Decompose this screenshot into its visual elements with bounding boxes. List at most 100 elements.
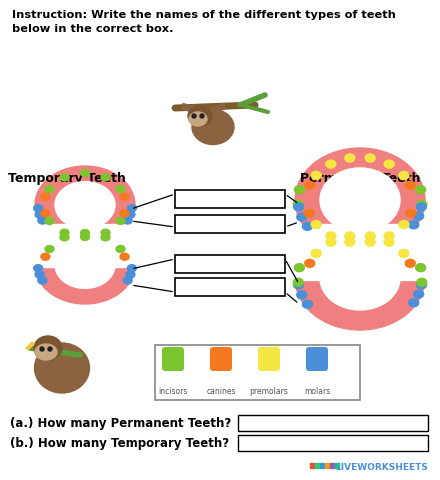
- Ellipse shape: [416, 203, 426, 211]
- Ellipse shape: [311, 171, 321, 180]
- FancyBboxPatch shape: [155, 345, 360, 400]
- Ellipse shape: [35, 271, 44, 278]
- Ellipse shape: [101, 174, 110, 181]
- Ellipse shape: [123, 217, 132, 224]
- Ellipse shape: [302, 222, 312, 230]
- Ellipse shape: [365, 232, 375, 240]
- Bar: [335, 463, 339, 468]
- Ellipse shape: [416, 281, 426, 289]
- Text: Instruction: Write the names of the different types of teeth
below in the correc: Instruction: Write the names of the diff…: [12, 10, 396, 34]
- Ellipse shape: [345, 154, 355, 162]
- Ellipse shape: [81, 169, 89, 177]
- FancyBboxPatch shape: [238, 415, 428, 431]
- FancyBboxPatch shape: [238, 435, 428, 451]
- Ellipse shape: [345, 232, 355, 240]
- Ellipse shape: [406, 209, 416, 217]
- Ellipse shape: [293, 281, 304, 289]
- Ellipse shape: [34, 336, 62, 360]
- Ellipse shape: [305, 181, 315, 190]
- Ellipse shape: [35, 344, 57, 360]
- Ellipse shape: [302, 300, 312, 308]
- Ellipse shape: [409, 299, 419, 307]
- Ellipse shape: [116, 245, 125, 252]
- FancyBboxPatch shape: [162, 347, 184, 371]
- Ellipse shape: [416, 186, 425, 194]
- Ellipse shape: [399, 171, 409, 180]
- Ellipse shape: [297, 213, 307, 221]
- Ellipse shape: [120, 193, 129, 200]
- Ellipse shape: [200, 114, 204, 118]
- Text: (b.) How many Temporary Teeth?: (b.) How many Temporary Teeth?: [10, 436, 229, 449]
- Ellipse shape: [38, 217, 47, 224]
- Ellipse shape: [116, 217, 125, 225]
- Ellipse shape: [35, 211, 44, 218]
- Ellipse shape: [311, 250, 321, 257]
- Ellipse shape: [384, 232, 394, 240]
- Text: (a.) How many Permanent Teeth?: (a.) How many Permanent Teeth?: [10, 417, 231, 430]
- Ellipse shape: [405, 181, 415, 190]
- Ellipse shape: [101, 234, 110, 241]
- Text: Temporary Teeth: Temporary Teeth: [8, 172, 126, 185]
- Ellipse shape: [405, 259, 415, 267]
- Text: LIVEWORKSHEETS: LIVEWORKSHEETS: [335, 463, 428, 471]
- FancyBboxPatch shape: [175, 278, 285, 296]
- Text: canines: canines: [206, 387, 236, 396]
- Ellipse shape: [81, 229, 89, 237]
- Ellipse shape: [311, 220, 321, 228]
- Ellipse shape: [127, 204, 136, 212]
- Ellipse shape: [101, 229, 110, 236]
- Ellipse shape: [320, 168, 400, 232]
- Ellipse shape: [48, 347, 52, 351]
- Ellipse shape: [293, 200, 303, 208]
- Text: molars: molars: [304, 387, 330, 396]
- Ellipse shape: [384, 238, 394, 246]
- Ellipse shape: [127, 264, 136, 272]
- FancyBboxPatch shape: [306, 347, 328, 371]
- Ellipse shape: [192, 114, 196, 118]
- Ellipse shape: [295, 226, 425, 330]
- Ellipse shape: [416, 264, 425, 272]
- Bar: [330, 463, 334, 468]
- Ellipse shape: [293, 278, 303, 287]
- Ellipse shape: [295, 148, 425, 252]
- FancyBboxPatch shape: [258, 347, 280, 371]
- Ellipse shape: [60, 234, 69, 241]
- Ellipse shape: [293, 203, 304, 211]
- Text: Permanent Teeth: Permanent Teeth: [300, 172, 421, 185]
- Ellipse shape: [55, 181, 115, 228]
- Ellipse shape: [326, 238, 336, 246]
- Ellipse shape: [34, 264, 43, 272]
- Ellipse shape: [365, 154, 375, 162]
- Bar: [293, 224, 427, 280]
- Bar: [33, 224, 137, 267]
- Ellipse shape: [417, 200, 427, 208]
- Ellipse shape: [189, 112, 207, 126]
- Bar: [325, 463, 329, 468]
- Ellipse shape: [55, 241, 115, 288]
- Bar: [310, 463, 314, 468]
- Ellipse shape: [126, 271, 135, 278]
- Ellipse shape: [41, 193, 50, 200]
- Ellipse shape: [345, 238, 355, 246]
- Bar: [315, 463, 319, 468]
- Ellipse shape: [120, 210, 129, 217]
- Ellipse shape: [45, 217, 54, 225]
- Ellipse shape: [384, 160, 394, 168]
- Ellipse shape: [414, 212, 424, 220]
- Ellipse shape: [326, 232, 336, 240]
- Ellipse shape: [41, 210, 50, 217]
- Ellipse shape: [399, 220, 409, 228]
- Ellipse shape: [40, 347, 44, 351]
- Ellipse shape: [417, 278, 427, 287]
- Ellipse shape: [81, 233, 89, 240]
- Ellipse shape: [45, 185, 54, 192]
- Ellipse shape: [35, 166, 135, 244]
- Ellipse shape: [120, 253, 129, 260]
- Ellipse shape: [297, 291, 307, 299]
- Ellipse shape: [326, 160, 336, 168]
- Ellipse shape: [414, 290, 424, 298]
- Ellipse shape: [35, 226, 135, 304]
- Text: incisors: incisors: [158, 387, 188, 396]
- Ellipse shape: [45, 245, 54, 252]
- Ellipse shape: [60, 174, 69, 181]
